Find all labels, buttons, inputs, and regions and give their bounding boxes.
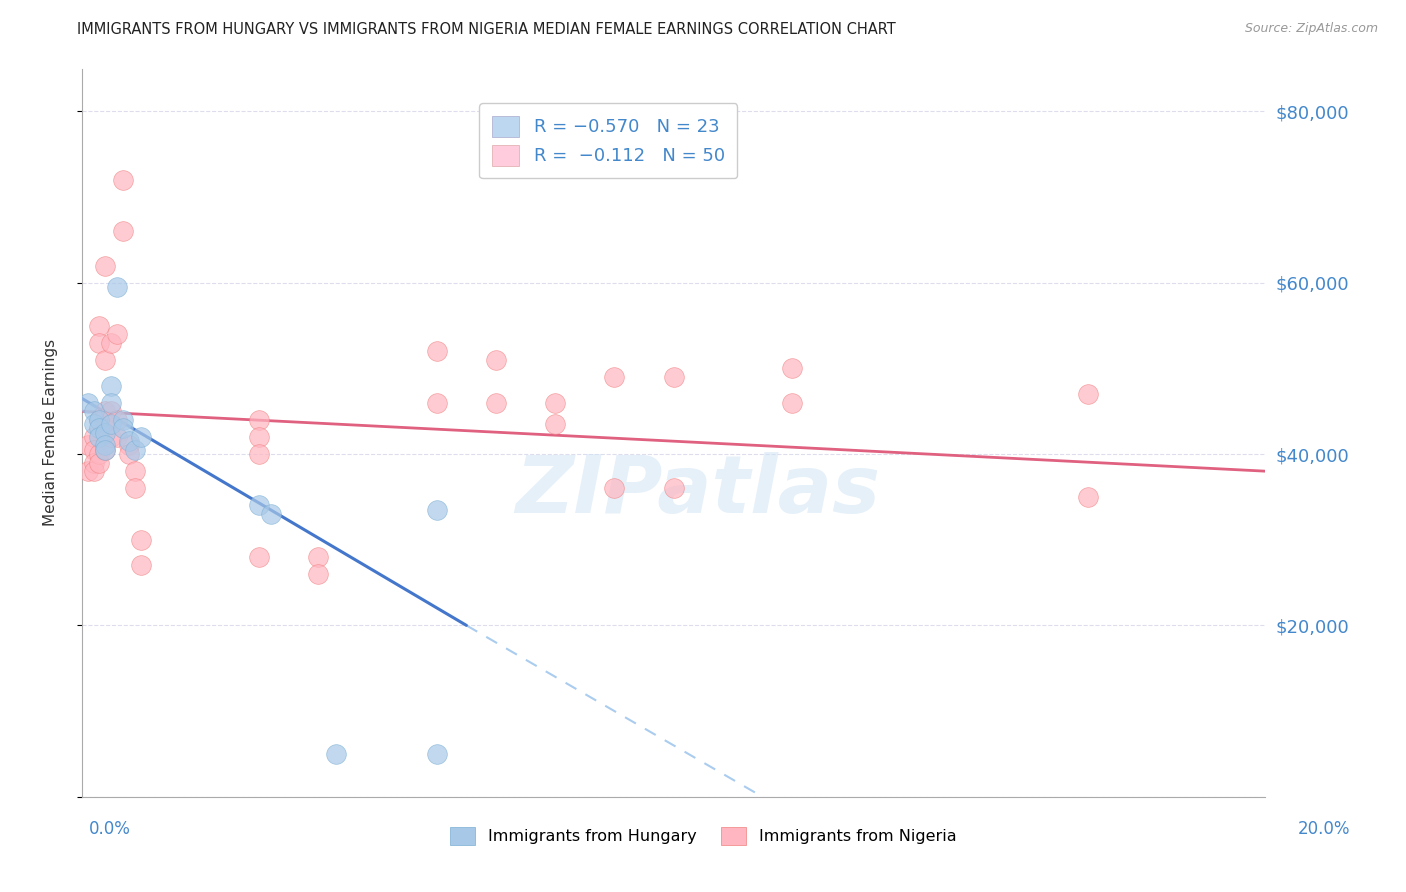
Point [112,224,135,238]
Point [426,502,449,516]
Point [100,395,122,409]
Point [124,442,146,457]
Point [94,425,117,440]
Point [100,417,122,431]
Point [83,442,105,457]
Point [76,395,98,409]
Point [76,438,98,452]
Point [94,442,117,457]
Point [247,499,270,513]
Point [89,421,111,435]
Point [426,395,449,409]
Point [124,481,146,495]
Point [112,173,135,187]
Point [89,413,111,427]
Point [1077,387,1099,401]
Point [603,481,626,495]
Point [100,404,122,418]
Point [94,438,117,452]
Point [105,327,128,342]
Point [247,413,270,427]
Text: ZIPatlas: ZIPatlas [515,452,880,530]
Point [247,447,270,461]
Point [780,361,803,376]
Point [129,533,152,547]
Point [89,335,111,350]
Point [76,464,98,478]
Point [426,344,449,359]
Point [100,335,122,350]
Point [112,421,135,435]
Point [94,421,117,435]
Point [83,430,105,444]
Text: 20.0%: 20.0% [1298,820,1351,838]
Point [325,747,347,761]
Point [1077,490,1099,504]
Point [485,352,508,367]
Point [426,747,449,761]
Point [112,413,135,427]
Point [94,442,117,457]
Point [83,456,105,470]
Point [89,456,111,470]
Point [94,404,117,418]
Point [129,558,152,573]
Point [260,507,283,521]
Point [100,430,122,444]
Point [89,413,111,427]
Point [485,395,508,409]
Point [129,430,152,444]
Point [94,259,117,273]
Point [105,413,128,427]
Point [307,566,329,581]
Y-axis label: Median Female Earnings: Median Female Earnings [44,339,58,526]
Point [247,430,270,444]
Point [118,438,141,452]
Point [662,481,685,495]
Point [544,417,567,431]
Point [105,280,128,294]
Point [94,352,117,367]
Point [603,370,626,384]
Point [662,370,685,384]
Point [124,464,146,478]
Point [83,404,105,418]
Point [89,447,111,461]
Legend: Immigrants from Hungary, Immigrants from Nigeria: Immigrants from Hungary, Immigrants from… [441,820,965,853]
Point [307,549,329,564]
Text: Source: ZipAtlas.com: Source: ZipAtlas.com [1244,22,1378,36]
Point [83,417,105,431]
Legend: R = −0.570   N = 23, R =  −0.112   N = 50: R = −0.570 N = 23, R = −0.112 N = 50 [479,103,737,178]
Point [118,434,141,449]
Point [89,318,111,333]
Point [89,430,111,444]
Point [544,395,567,409]
Point [83,464,105,478]
Text: IMMIGRANTS FROM HUNGARY VS IMMIGRANTS FROM NIGERIA MEDIAN FEMALE EARNINGS CORREL: IMMIGRANTS FROM HUNGARY VS IMMIGRANTS FR… [77,22,896,37]
Text: 0.0%: 0.0% [89,820,131,838]
Point [100,378,122,392]
Point [247,549,270,564]
Point [105,430,128,444]
Point [118,447,141,461]
Point [780,395,803,409]
